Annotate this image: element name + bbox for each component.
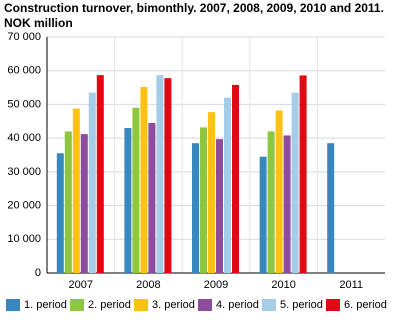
bar [88,92,96,273]
y-tick-label: 0 [35,267,41,279]
x-tick-label: 2007 [69,279,93,291]
legend-swatch [70,299,84,311]
bar [148,122,156,273]
y-tick-label: 50 000 [7,98,41,110]
bar [56,153,64,273]
bar [132,107,140,273]
bar [164,78,172,273]
chart-title: Construction turnover, bimonthly. 2007, … [4,1,384,15]
x-tick-label: 2010 [271,279,295,291]
y-tick-label: 10 000 [7,233,41,245]
bar [64,131,72,273]
bar [291,92,299,273]
bar [267,131,275,273]
legend-label: 5. period [280,299,323,311]
bar [192,143,199,273]
x-tick-label: 2011 [339,279,363,291]
bar [140,86,148,273]
bar [216,139,223,273]
bar [224,97,231,273]
y-tick-label: 70 000 [7,31,41,43]
legend-swatch [326,299,340,311]
legend-label: 2. period [88,299,131,311]
bar [80,134,88,273]
bar [72,108,80,273]
legend-swatch [6,299,20,311]
y-tick-label: 60 000 [7,65,41,77]
legend-swatch [134,299,148,311]
bar [299,75,307,273]
bar [275,110,283,273]
bar [96,75,104,274]
bar [232,84,239,273]
y-tick-label: 20 000 [7,199,41,211]
legend-label: 1. period [24,299,67,311]
bar [259,156,267,273]
bar [208,112,215,273]
bar [124,128,132,273]
legend-label: 4. period [216,299,259,311]
x-tick-label: 2009 [204,279,228,291]
legend-label: 3. period [152,299,195,311]
bar [156,75,164,274]
x-tick-label: 2008 [136,279,160,291]
bar [283,135,291,273]
legend-swatch [262,299,276,311]
bar [200,127,207,274]
legend-swatch [198,299,212,311]
y-tick-label: 30 000 [7,166,41,178]
chart-title: NOK million [4,16,73,30]
bar [327,143,335,273]
legend-label: 6. period [344,299,387,311]
y-tick-label: 40 000 [7,132,41,144]
